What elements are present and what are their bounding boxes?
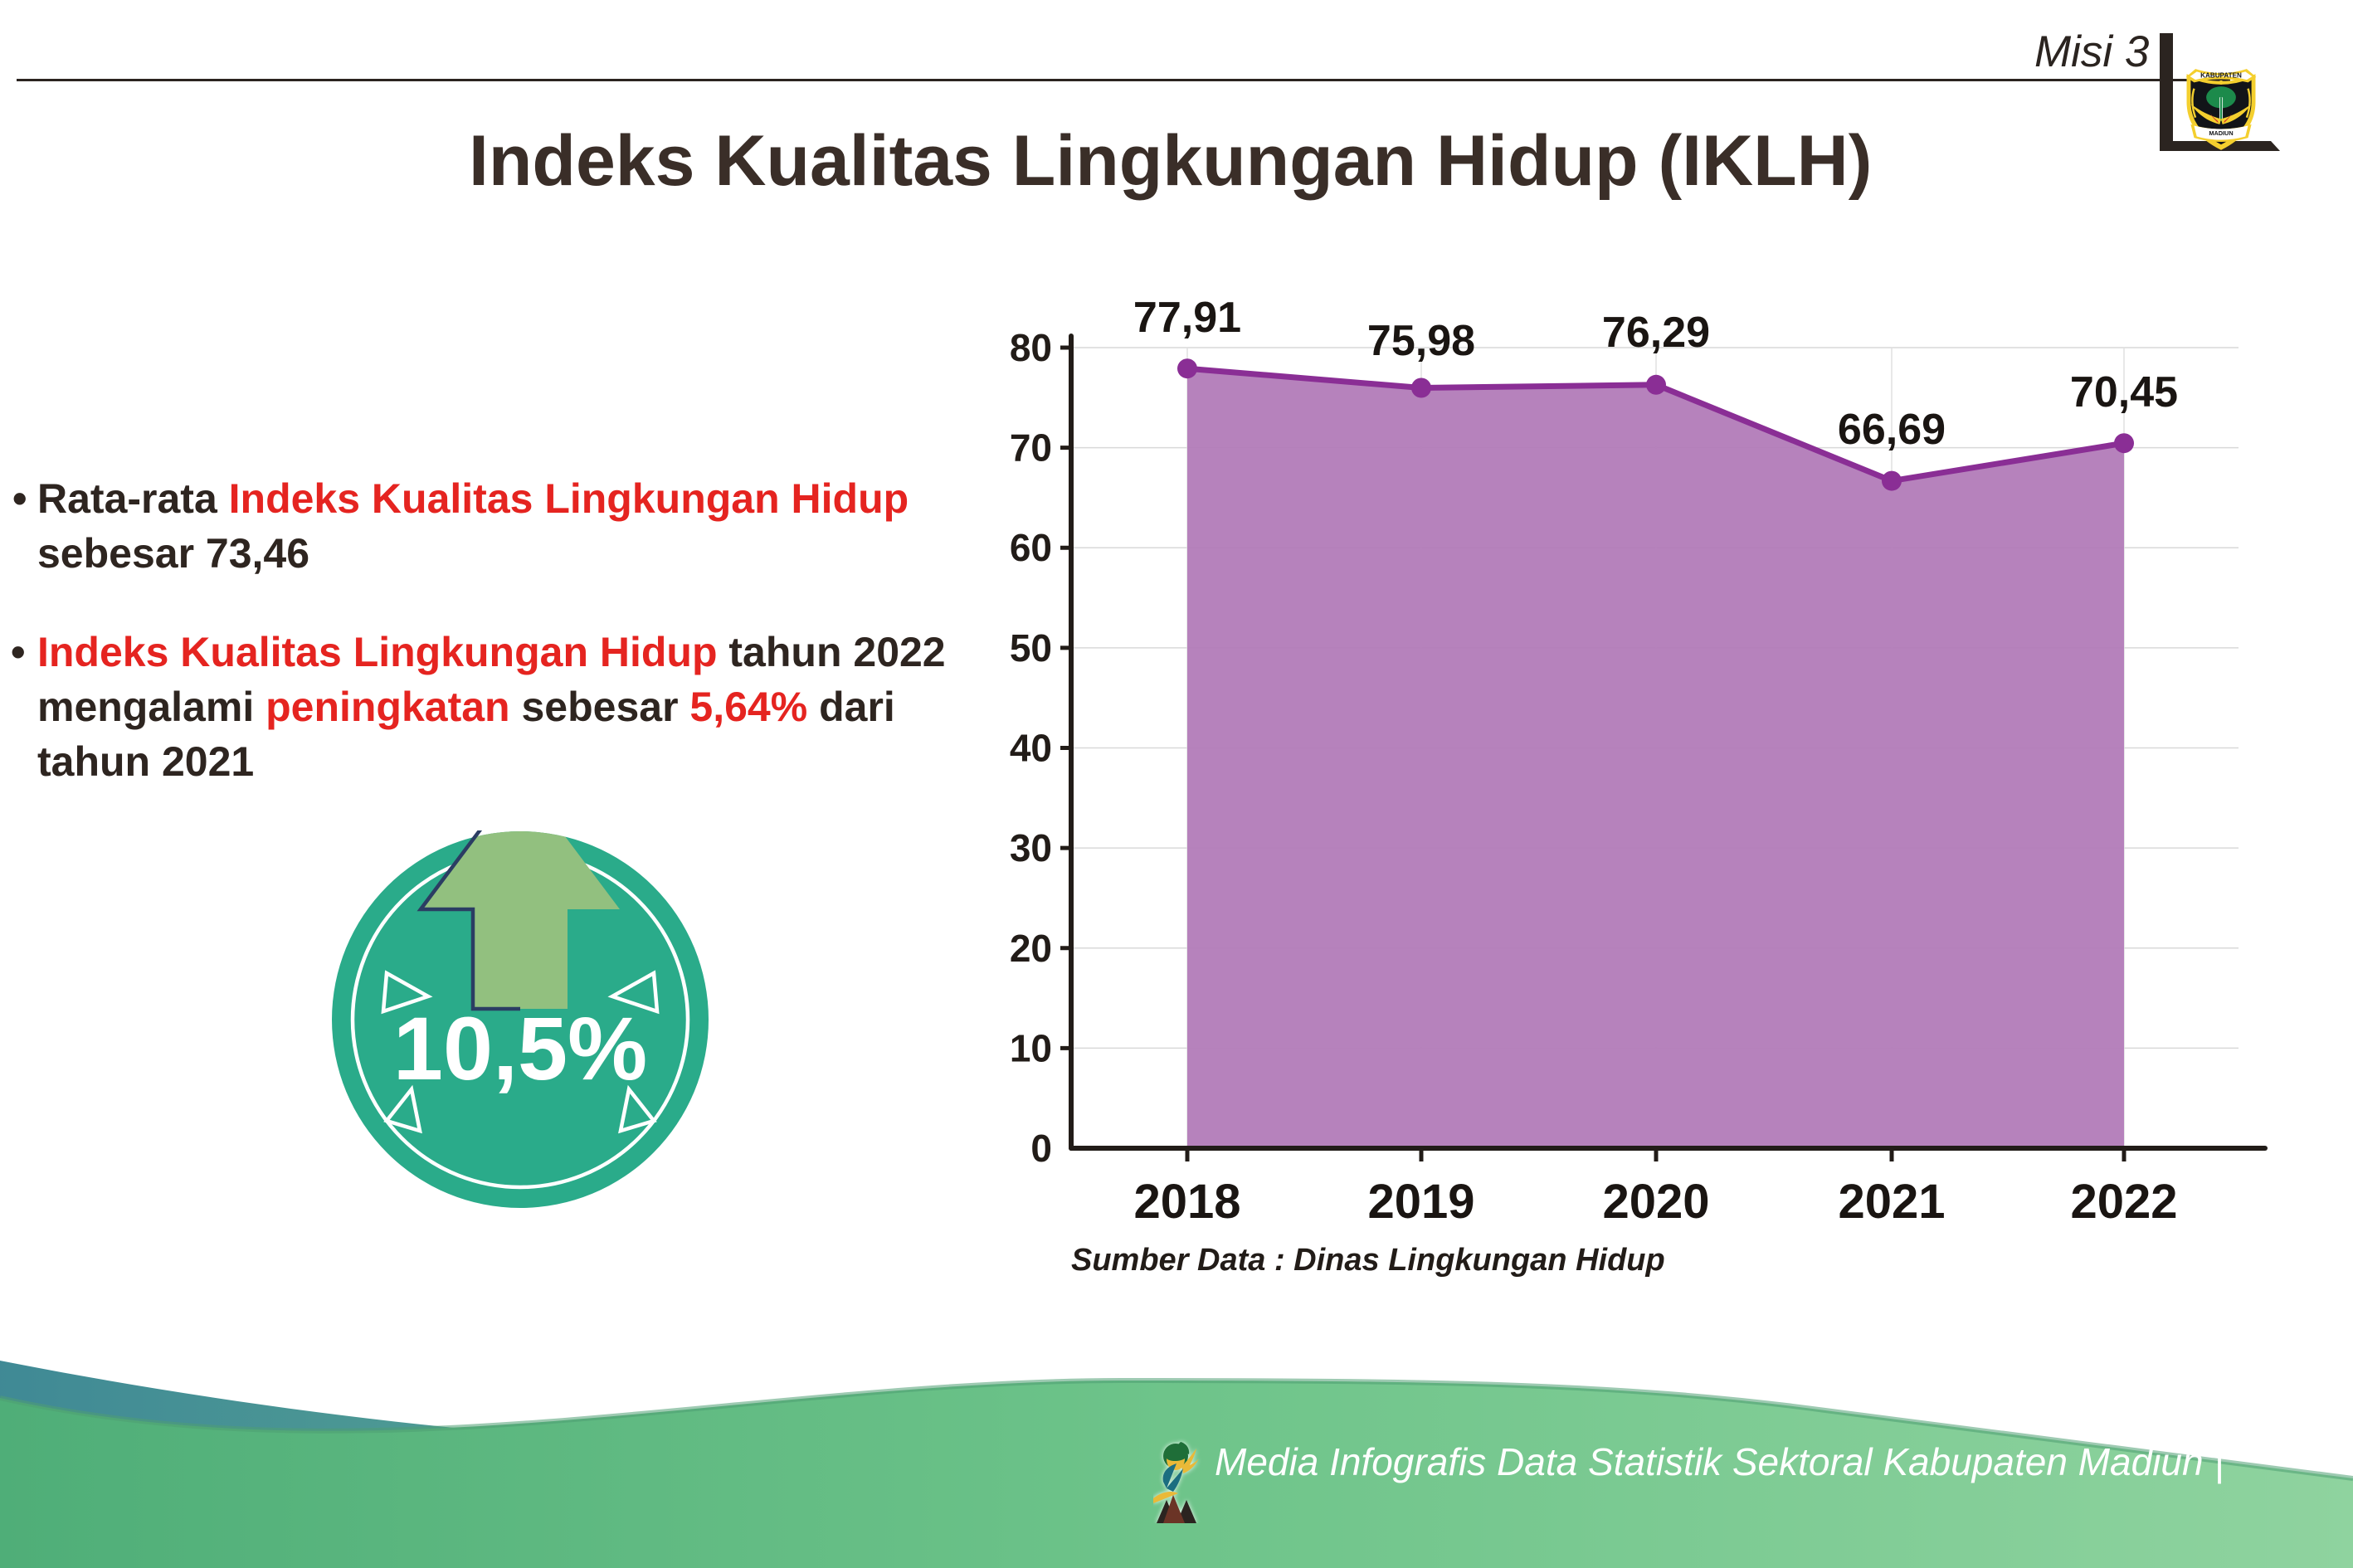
svg-text:2020: 2020 <box>1602 1175 1709 1228</box>
svg-text:20: 20 <box>1010 927 1052 970</box>
svg-text:2018: 2018 <box>1133 1175 1240 1228</box>
svg-text:10,5%: 10,5% <box>393 998 647 1098</box>
svg-text:70,45: 70,45 <box>2070 368 2178 416</box>
svg-text:0: 0 <box>1030 1127 1052 1170</box>
svg-text:10: 10 <box>1010 1026 1052 1069</box>
svg-text:50: 50 <box>1010 626 1052 670</box>
svg-text:MADIUN: MADIUN <box>2209 129 2233 137</box>
svg-text:40: 40 <box>1010 727 1052 770</box>
svg-text:60: 60 <box>1010 526 1052 569</box>
svg-text:70: 70 <box>1010 426 1052 470</box>
svg-text:2019: 2019 <box>1367 1175 1474 1228</box>
svg-text:2022: 2022 <box>2070 1175 2177 1228</box>
svg-text:2021: 2021 <box>1838 1175 1945 1228</box>
svg-text:80: 80 <box>1010 326 1052 369</box>
svg-text:KABUPATEN: KABUPATEN <box>2200 72 2242 80</box>
svg-text:75,98: 75,98 <box>1367 317 1475 365</box>
svg-text:66,69: 66,69 <box>1838 406 1946 454</box>
svg-text:30: 30 <box>1010 826 1052 869</box>
svg-text:77,91: 77,91 <box>1133 294 1241 342</box>
svg-text:76,29: 76,29 <box>1602 309 1710 357</box>
